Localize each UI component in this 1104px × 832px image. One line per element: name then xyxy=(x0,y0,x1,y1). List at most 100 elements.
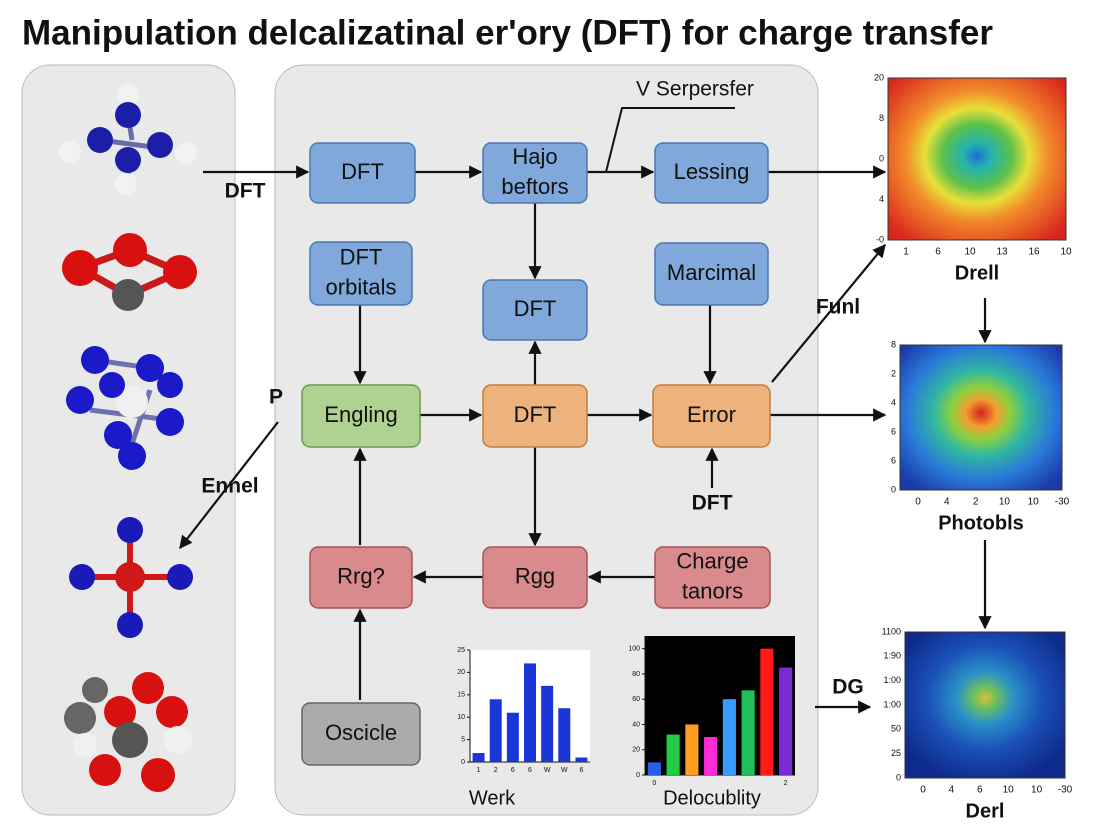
x-tick-label: 1 xyxy=(477,767,481,774)
bar xyxy=(722,699,736,775)
bar xyxy=(685,724,699,775)
heatmap-caption: Derl xyxy=(966,800,1005,822)
node xyxy=(301,702,421,766)
heatmap-y-label: 1:00 xyxy=(883,699,901,709)
node-label: tanors xyxy=(682,578,743,603)
node-label: Marcimal xyxy=(667,260,756,285)
heatmap-y-label: 6 xyxy=(891,426,896,436)
node xyxy=(482,279,588,341)
bar xyxy=(666,734,680,775)
bar xyxy=(558,708,571,762)
heatmap-y-label: 6 xyxy=(891,455,896,465)
bar xyxy=(760,648,774,775)
heatmap-y-label: 2 xyxy=(891,368,896,378)
heatmap-y-label: -0 xyxy=(876,234,884,244)
heatmap xyxy=(887,77,1067,241)
heatmap-y-label: 50 xyxy=(891,724,901,734)
heatmap-y-label: 1100 xyxy=(882,626,901,636)
node-label: DFT xyxy=(514,296,557,321)
bar xyxy=(741,690,755,775)
heatmap-x-label: 4 xyxy=(944,497,950,508)
node xyxy=(654,242,769,306)
heatmap-y-label: 25 xyxy=(891,748,901,758)
node xyxy=(652,384,771,448)
edge-label: DFT xyxy=(225,180,266,203)
heatmap-y-label: 20 xyxy=(874,72,884,82)
y-tick-label: 40 xyxy=(632,721,640,728)
y-tick-label: 80 xyxy=(632,671,640,678)
node xyxy=(482,142,588,204)
heatmap xyxy=(904,631,1066,779)
heatmap-y-label: 8 xyxy=(891,339,896,349)
y-tick-label: 25 xyxy=(457,647,465,654)
bar xyxy=(779,667,793,775)
node xyxy=(654,142,769,204)
node-label: Engling xyxy=(324,402,397,427)
heatmap-x-label: 10 xyxy=(999,497,1011,508)
y-tick-label: 60 xyxy=(632,696,640,703)
heatmap-x-label: 10 xyxy=(964,247,976,258)
bar xyxy=(506,712,519,762)
arrows xyxy=(179,107,992,714)
node xyxy=(301,384,421,448)
edge-label: Funl xyxy=(816,296,860,319)
node-label: orbitals xyxy=(326,274,397,299)
heatmap-y-label: 8 xyxy=(879,113,884,123)
node-label: Lessing xyxy=(674,159,750,184)
edge-label: DFT xyxy=(692,492,733,515)
bar xyxy=(647,762,661,775)
heatmap-y-label: 1:00 xyxy=(883,675,901,685)
y-tick-label: 20 xyxy=(457,669,465,676)
heatmap-x-label: 6 xyxy=(935,247,941,258)
molecule xyxy=(64,672,192,792)
node-label: Rgg xyxy=(515,563,555,588)
node xyxy=(309,546,413,609)
node xyxy=(309,142,416,204)
bar xyxy=(541,685,554,762)
node-label: DFT xyxy=(340,244,383,269)
heatmap-x-label: 6 xyxy=(977,785,983,796)
heatmap-x-label: 16 xyxy=(1028,247,1040,258)
molecule xyxy=(66,346,184,470)
node-label: Hajo xyxy=(512,144,557,169)
x-tick-label: 0 xyxy=(652,780,656,787)
node-label: DFT xyxy=(514,402,557,427)
heatmap-y-label: 0 xyxy=(891,484,896,494)
node-label: Error xyxy=(687,402,736,427)
heatmap-caption: Photobls xyxy=(938,512,1024,534)
node xyxy=(482,384,588,448)
bar xyxy=(704,737,718,775)
y-tick-label: 0 xyxy=(461,759,465,766)
x-tick-label: W xyxy=(544,767,551,774)
y-tick-label: 100 xyxy=(628,645,640,652)
heatmap-x-label: 0 xyxy=(915,497,921,508)
edge-label: DG xyxy=(832,676,864,699)
node-label: beftors xyxy=(501,174,568,199)
x-tick-label: 2 xyxy=(784,780,788,787)
edge-label: V Serpersfer xyxy=(636,78,754,101)
x-tick-label: W xyxy=(561,767,568,774)
node-label: DFT xyxy=(341,159,384,184)
chart-title: Werk xyxy=(469,787,516,809)
heatmap xyxy=(899,344,1063,491)
node xyxy=(309,241,413,306)
bar xyxy=(489,699,502,762)
y-tick-label: 0 xyxy=(636,772,640,779)
node-label: Rrg? xyxy=(337,563,385,588)
heatmap-caption: Drell xyxy=(955,262,999,284)
node-label: Charge xyxy=(676,548,748,573)
molecule xyxy=(69,517,193,638)
bar xyxy=(524,663,536,762)
y-tick-label: 15 xyxy=(457,692,465,699)
heatmap-x-label: 10 xyxy=(1031,785,1043,796)
molecule xyxy=(62,233,197,311)
x-tick-label: 6 xyxy=(528,767,532,774)
bar xyxy=(472,753,485,762)
heatmap-x-label: -30 xyxy=(1055,497,1070,508)
heatmap-y-label: 0 xyxy=(879,153,884,163)
y-tick-label: 5 xyxy=(461,736,465,743)
edge-label: P xyxy=(269,386,283,409)
node-label: Oscicle xyxy=(325,720,397,745)
heatmap-y-label: 4 xyxy=(879,194,884,204)
x-tick-label: 2 xyxy=(494,767,498,774)
